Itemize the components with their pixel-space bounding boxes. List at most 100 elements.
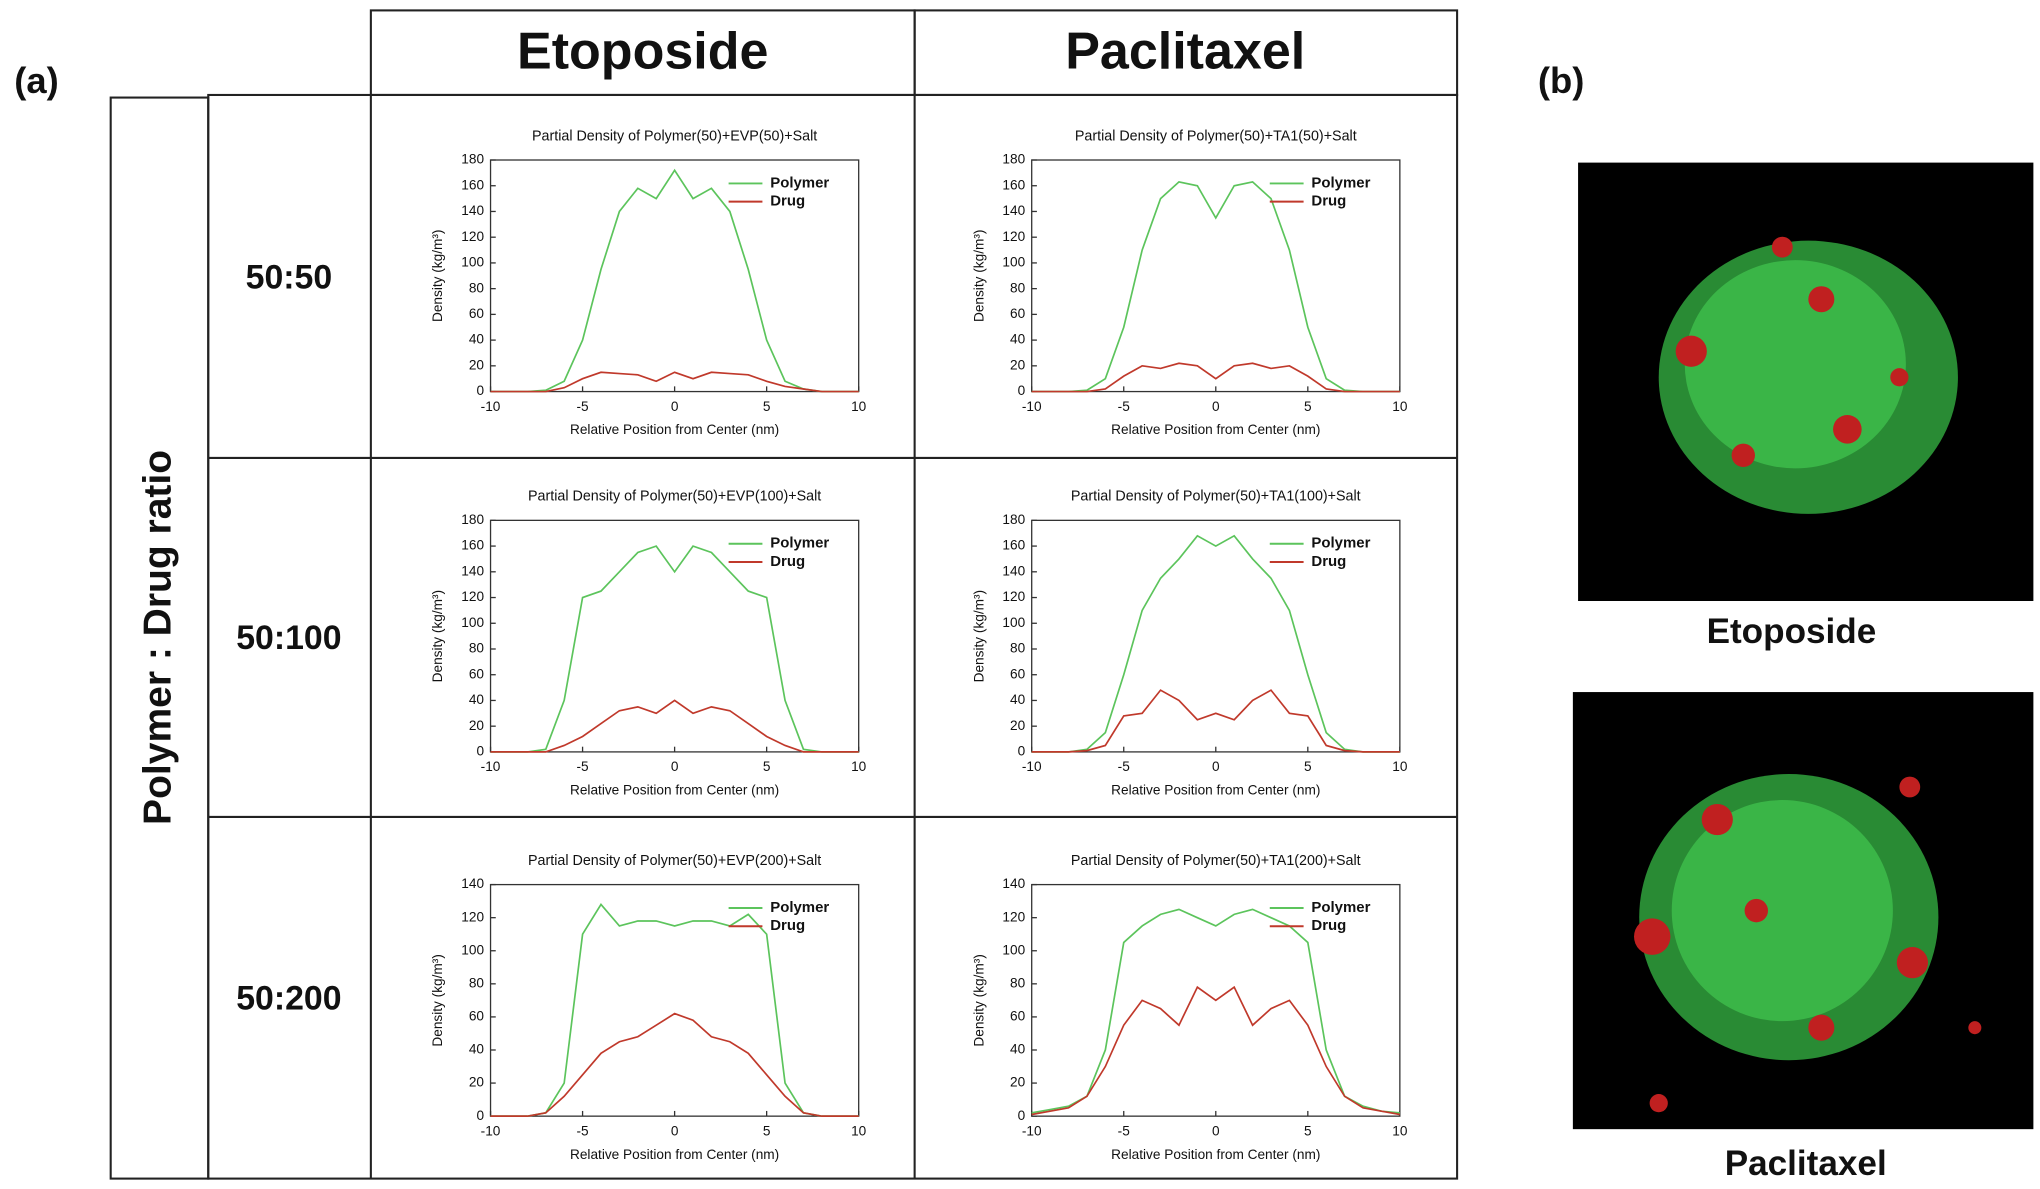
y-axis-label: Density (kg/m³)	[971, 230, 986, 322]
x-tick-label: -5	[1118, 399, 1131, 414]
data-line	[1031, 985, 1401, 1116]
x-axis-label: Relative Position from Center (nm)	[570, 783, 779, 798]
table-body	[207, 93, 1459, 1180]
y-tick-label: 0	[1018, 1108, 1026, 1123]
x-tick-label: -5	[1118, 759, 1131, 774]
y-tick-label: 100	[1002, 255, 1025, 270]
y-tick-label: 60	[1010, 306, 1026, 321]
y-axis-label: Density (kg/m³)	[430, 230, 445, 322]
y-axis-label: Density (kg/m³)	[971, 590, 986, 682]
x-tick-label: 10	[1392, 759, 1408, 774]
y-tick-label: 100	[461, 615, 484, 630]
y-tick-label: 40	[469, 692, 485, 707]
x-axis-label: Relative Position from Center (nm)	[570, 1147, 779, 1162]
x-tick-label: 10	[1392, 1123, 1408, 1138]
legend-label: Polymer	[770, 899, 829, 916]
data-line	[490, 371, 859, 393]
y-tick-label: 120	[1002, 229, 1025, 244]
y-tick-label: 140	[461, 203, 484, 218]
chart-title: Partial Density of Polymer(50)+EVP(100)+…	[528, 489, 821, 505]
legend-label: Polymer	[770, 174, 829, 191]
legend-label: Drug	[770, 553, 805, 570]
column-header: Paclitaxel	[1065, 22, 1305, 80]
y-tick-label: 0	[476, 1108, 484, 1123]
data-line	[1031, 534, 1400, 753]
row-label: 50:200	[236, 979, 341, 1017]
y-tick-label: 80	[1010, 975, 1026, 990]
data-line	[1031, 689, 1400, 753]
y-tick-label: 20	[1010, 357, 1026, 372]
y-tick-label: 80	[469, 975, 485, 990]
x-tick-label: 5	[1304, 759, 1312, 774]
legend-label: Drug	[1311, 193, 1346, 210]
y-tick-label: 140	[1002, 203, 1025, 218]
x-tick-label: 0	[671, 759, 679, 774]
x-tick-label: -5	[1118, 1123, 1131, 1138]
chart-title: Partial Density of Polymer(50)+TA1(200)+…	[1071, 853, 1361, 869]
legend-label: Polymer	[770, 535, 829, 552]
legend-label: Drug	[770, 917, 805, 934]
data-line	[490, 1012, 859, 1117]
y-tick-label: 140	[461, 876, 484, 891]
x-tick-label: 5	[763, 759, 771, 774]
x-tick-label: -10	[1022, 759, 1042, 774]
x-tick-label: 10	[851, 759, 867, 774]
y-tick-label: 140	[461, 563, 484, 578]
row-label: 50:100	[236, 619, 341, 657]
x-tick-label: -5	[577, 399, 590, 414]
legend-label: Polymer	[1311, 174, 1370, 191]
legend-label: Polymer	[1311, 899, 1370, 916]
x-tick-label: 5	[763, 399, 771, 414]
x-tick-label: 0	[1212, 759, 1220, 774]
y-tick-label: 100	[1002, 942, 1025, 957]
data-line	[490, 545, 859, 753]
x-tick-label: 5	[1304, 399, 1312, 414]
y-tick-label: 20	[1010, 718, 1026, 733]
y-tick-label: 180	[1002, 152, 1025, 167]
x-tick-label: 10	[851, 399, 867, 414]
data-line	[1031, 362, 1400, 393]
panel-label: (b)	[1538, 60, 1584, 101]
y-tick-label: 20	[469, 718, 485, 733]
y-tick-label: 120	[1002, 589, 1025, 604]
y-tick-label: 80	[469, 641, 485, 656]
y-tick-label: 180	[1002, 512, 1025, 527]
y-tick-label: 40	[1010, 332, 1026, 347]
x-tick-label: -10	[1022, 1123, 1042, 1138]
chart-title: Partial Density of Polymer(50)+TA1(100)+…	[1071, 489, 1361, 505]
data-line	[1031, 908, 1400, 1114]
y-tick-label: 160	[1002, 538, 1025, 553]
y-tick-label: 20	[1010, 1075, 1026, 1090]
x-tick-label: 10	[1392, 399, 1408, 414]
y-tick-label: 140	[1002, 563, 1025, 578]
y-tick-label: 120	[1002, 909, 1025, 924]
y-tick-label: 60	[1010, 1009, 1026, 1024]
y-tick-label: 60	[469, 306, 485, 321]
y-tick-label: 0	[1018, 744, 1026, 759]
x-tick-label: 10	[851, 1123, 867, 1138]
y-tick-label: 0	[476, 383, 484, 398]
x-tick-label: 5	[763, 1123, 771, 1138]
x-axis-label: Relative Position from Center (nm)	[1111, 783, 1320, 798]
y-tick-label: 120	[461, 589, 484, 604]
y-tick-label: 100	[461, 255, 484, 270]
x-tick-label: -10	[481, 759, 501, 774]
x-tick-label: 0	[1212, 399, 1220, 414]
x-tick-label: -10	[1022, 399, 1042, 414]
panel-label: (a)	[14, 60, 59, 101]
legend-label: Drug	[1311, 553, 1346, 570]
chart-title: Partial Density of Polymer(50)+EVP(200)+…	[528, 853, 821, 869]
legend-label: Drug	[1311, 917, 1346, 934]
y-tick-label: 40	[1010, 1042, 1026, 1057]
x-axis-label: Relative Position from Center (nm)	[1111, 422, 1320, 437]
x-tick-label: 0	[1212, 1123, 1220, 1138]
y-tick-label: 60	[1010, 666, 1026, 681]
image-caption: Paclitaxel	[1725, 1144, 1887, 1183]
y-axis-label: Density (kg/m³)	[430, 590, 445, 682]
y-tick-label: 40	[469, 332, 485, 347]
chart-title: Partial Density of Polymer(50)+EVP(50)+S…	[532, 128, 817, 144]
render-image	[1572, 692, 2034, 1130]
y-tick-label: 120	[461, 909, 484, 924]
y-tick-label: 40	[1010, 692, 1026, 707]
y-tick-label: 140	[1002, 876, 1025, 891]
